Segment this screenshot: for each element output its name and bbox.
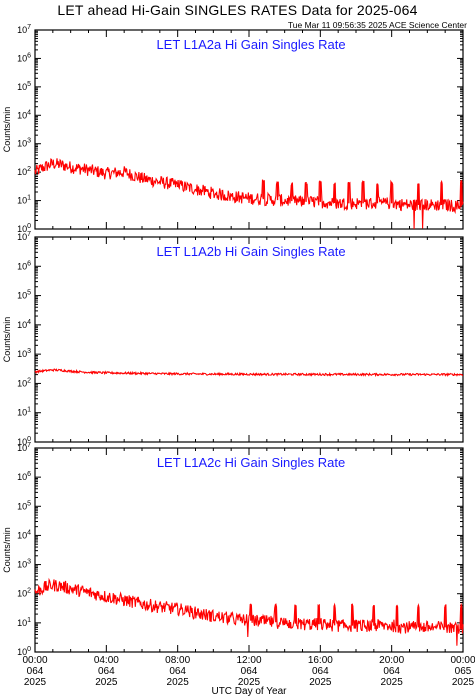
x-tick-label: 20:00 <box>379 655 404 666</box>
data-series-line <box>34 158 464 230</box>
x-tick-label: 2025 <box>452 677 475 688</box>
y-axis-label: Counts/min <box>2 527 12 573</box>
x-tick-label: 2025 <box>167 677 190 688</box>
y-tick-label: 101 <box>17 195 31 206</box>
x-tick-label: 2025 <box>238 677 261 688</box>
x-tick-label: 064 <box>98 666 115 677</box>
y-tick-label: 102 <box>17 588 31 599</box>
y-axis-label: Counts/min <box>2 317 12 363</box>
panel-frame <box>34 236 464 443</box>
x-tick-label: 2025 <box>381 677 404 688</box>
data-series-line <box>34 368 464 378</box>
y-tick-label: 107 <box>17 442 31 453</box>
x-tick-label: 065 <box>455 666 472 677</box>
x-tick-label: 08:00 <box>165 655 190 666</box>
x-tick-label: 2025 <box>24 677 47 688</box>
y-tick-label: 105 <box>17 500 31 511</box>
chart-title: LET ahead Hi-Gain SINGLES RATES Data for… <box>57 2 418 18</box>
panel-title: LET L1A2a Hi Gain Singles Rate <box>156 37 345 52</box>
data-series-line <box>34 577 464 646</box>
x-tick-label: 064 <box>383 666 400 677</box>
y-tick-label: 101 <box>17 617 31 628</box>
y-tick-label: 107 <box>17 231 31 242</box>
x-tick-label: 064 <box>27 666 44 677</box>
y-tick-label: 103 <box>17 138 31 149</box>
y-tick-label: 100 <box>17 436 31 447</box>
y-tick-label: 101 <box>17 407 31 418</box>
y-tick-label: 100 <box>17 223 31 234</box>
y-tick-label: 102 <box>17 377 31 388</box>
y-tick-label: 106 <box>17 260 31 271</box>
x-tick-label: 2025 <box>95 677 118 688</box>
x-tick-label: 064 <box>241 666 258 677</box>
x-axis-label: UTC Day of Year <box>211 686 287 697</box>
y-tick-label: 100 <box>17 646 31 657</box>
x-tick-label: 064 <box>312 666 329 677</box>
y-tick-label: 102 <box>17 166 31 177</box>
y-tick-label: 106 <box>17 52 31 63</box>
timestamp-credit: Tue Mar 11 09:56:35 2025 ACE Science Cen… <box>287 20 467 30</box>
x-tick-label: 2025 <box>309 677 332 688</box>
y-tick-label: 104 <box>17 319 31 330</box>
y-tick-label: 105 <box>17 290 31 301</box>
x-tick-label: 12:00 <box>236 655 261 666</box>
y-tick-label: 106 <box>17 471 31 482</box>
x-tick-label: 16:00 <box>308 655 333 666</box>
panel-title: LET L1A2b Hi Gain Singles Rate <box>156 244 345 259</box>
y-axis-label: Counts/min <box>2 107 12 153</box>
y-tick-label: 104 <box>17 529 31 540</box>
y-tick-label: 107 <box>17 24 31 35</box>
y-tick-label: 105 <box>17 81 31 92</box>
y-tick-label: 104 <box>17 109 31 120</box>
x-tick-label: 064 <box>169 666 186 677</box>
y-tick-label: 103 <box>17 348 31 359</box>
y-tick-label: 103 <box>17 559 31 570</box>
x-tick-label: 04:00 <box>94 655 119 666</box>
x-tick-label: 00:00 <box>450 655 475 666</box>
panel-title: LET L1A2c Hi Gain Singles Rate <box>157 455 345 470</box>
x-tick-label: 00:00 <box>22 655 47 666</box>
